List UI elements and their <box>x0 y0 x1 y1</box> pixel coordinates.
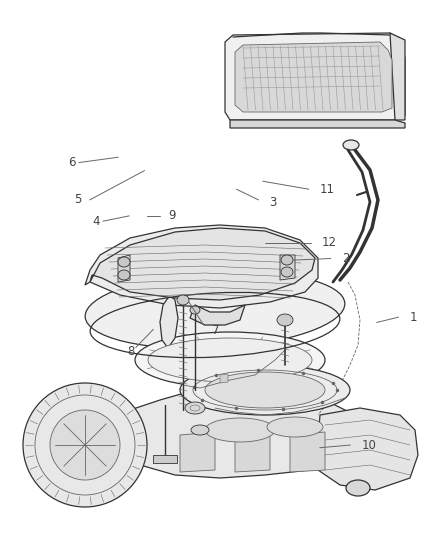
Text: 4: 4 <box>92 215 99 228</box>
Polygon shape <box>220 374 228 383</box>
Polygon shape <box>90 228 315 300</box>
Ellipse shape <box>191 425 209 435</box>
Text: 11: 11 <box>320 183 335 196</box>
Polygon shape <box>225 33 405 120</box>
Text: 3: 3 <box>269 196 277 209</box>
Text: 7: 7 <box>212 324 220 337</box>
Ellipse shape <box>135 332 325 388</box>
Ellipse shape <box>180 365 350 415</box>
Text: 6: 6 <box>68 156 75 169</box>
Polygon shape <box>153 455 177 463</box>
Ellipse shape <box>148 338 312 382</box>
Text: 5: 5 <box>74 193 82 206</box>
Polygon shape <box>160 295 178 348</box>
Text: 10: 10 <box>361 439 376 451</box>
Polygon shape <box>390 33 405 120</box>
Ellipse shape <box>346 480 370 496</box>
Ellipse shape <box>23 383 147 507</box>
Polygon shape <box>318 408 418 490</box>
Text: 1: 1 <box>410 311 417 324</box>
Polygon shape <box>235 432 270 472</box>
Polygon shape <box>180 432 215 472</box>
Ellipse shape <box>50 410 120 480</box>
Text: 9: 9 <box>169 209 176 222</box>
Ellipse shape <box>85 271 345 349</box>
Ellipse shape <box>281 255 293 265</box>
Text: 12: 12 <box>322 236 337 249</box>
Polygon shape <box>115 385 360 478</box>
Polygon shape <box>85 225 318 308</box>
Polygon shape <box>230 120 405 128</box>
Ellipse shape <box>343 140 359 150</box>
Ellipse shape <box>267 417 323 437</box>
Ellipse shape <box>177 295 189 305</box>
Polygon shape <box>190 305 245 325</box>
Polygon shape <box>235 42 392 112</box>
Ellipse shape <box>205 418 275 442</box>
Polygon shape <box>118 255 130 282</box>
Polygon shape <box>280 255 295 280</box>
Text: 8: 8 <box>127 345 134 358</box>
Polygon shape <box>290 432 325 472</box>
Ellipse shape <box>281 267 293 277</box>
Text: 2: 2 <box>342 252 349 265</box>
Ellipse shape <box>205 372 325 408</box>
Ellipse shape <box>118 257 130 267</box>
Ellipse shape <box>277 314 293 326</box>
Ellipse shape <box>118 270 130 280</box>
Ellipse shape <box>190 306 200 314</box>
Ellipse shape <box>185 402 205 414</box>
